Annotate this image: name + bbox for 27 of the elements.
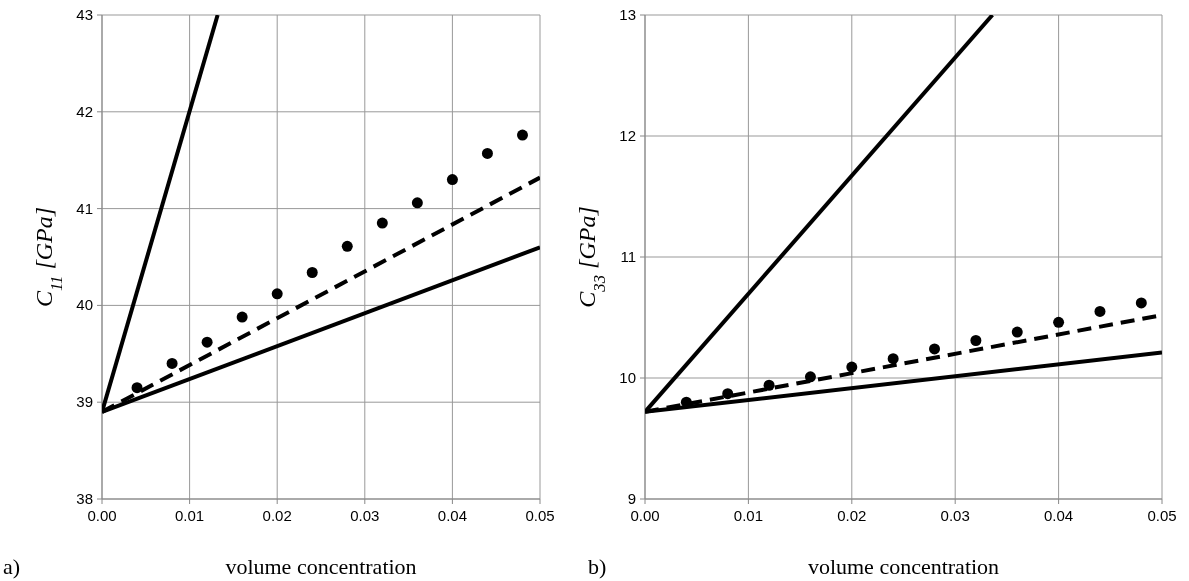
x-tick-label: 0.05 [525, 507, 555, 524]
x-axis-title: volume concentration [807, 554, 1000, 579]
x-tick-label: 0.00 [630, 507, 660, 524]
y-tick-label: 42 [76, 102, 93, 120]
text: a) [3, 554, 21, 579]
y-tick-label: 11 [620, 248, 636, 265]
x-axis-title: volume concentration [225, 554, 417, 579]
y-tick-label: 39 [76, 393, 93, 411]
x-tick-label: 0.03 [350, 507, 380, 524]
y-tick-label: 43 [76, 6, 93, 23]
x-tick-label: 0.01 [175, 507, 205, 524]
y-tick-label: 13 [619, 6, 636, 23]
x-tick-label: 0.05 [1147, 507, 1177, 524]
x-tick-label: 0.02 [262, 507, 292, 524]
y-tick-label: 12 [619, 127, 636, 144]
y-tick-label: 38 [76, 490, 93, 507]
x-tick-label: 0.00 [87, 507, 117, 524]
x-tick-label: 0.01 [733, 507, 763, 524]
x-tick-label: 0.02 [837, 507, 867, 524]
text: b) [588, 554, 607, 579]
x-tick-label: 0.04 [437, 507, 467, 524]
x-tick-label: 0.03 [940, 507, 970, 524]
y-tick-label: 9 [627, 490, 636, 507]
y-tick-label: 40 [76, 296, 93, 314]
x-tick-label: 0.04 [1044, 507, 1074, 524]
y-tick-label: 10 [619, 369, 636, 386]
y-tick-label: 41 [76, 199, 93, 217]
